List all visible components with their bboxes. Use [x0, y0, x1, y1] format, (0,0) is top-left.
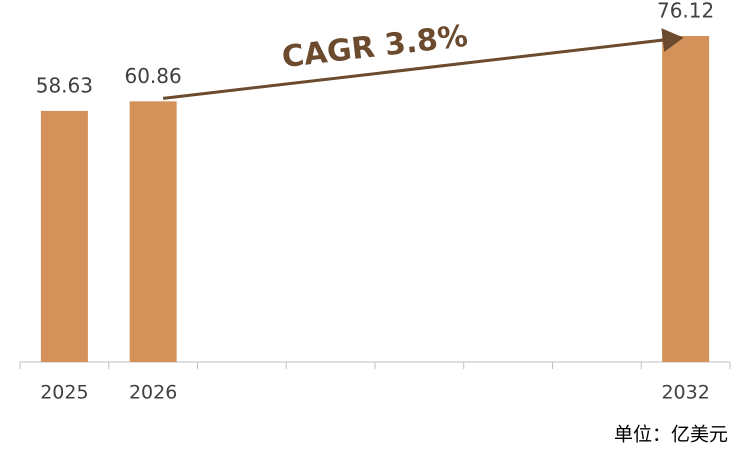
- value-label: 60.86: [124, 64, 181, 88]
- value-label: 76.12: [657, 0, 714, 23]
- bar: [662, 36, 710, 362]
- value-label: 58.63: [36, 73, 93, 97]
- x-tick-label: 2026: [129, 382, 177, 404]
- unit-note: 单位：亿美元: [614, 424, 728, 446]
- bar: [40, 110, 88, 362]
- bar: [129, 101, 177, 362]
- cagr-arrow: [162, 28, 684, 100]
- x-tick-label: 2025: [40, 382, 88, 404]
- x-tick-label: 2032: [661, 382, 709, 404]
